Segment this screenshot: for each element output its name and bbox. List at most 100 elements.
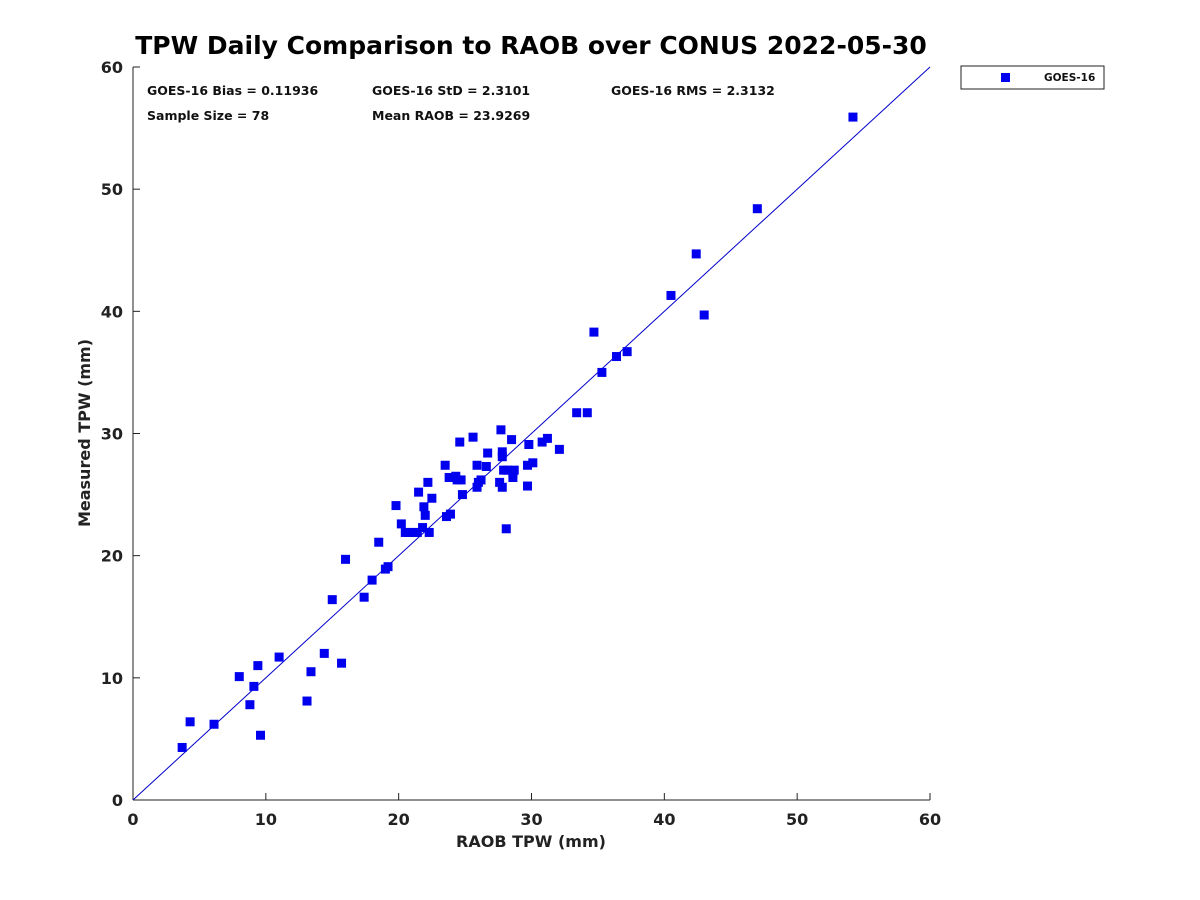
data-point <box>412 527 422 537</box>
data-point <box>337 658 347 668</box>
x-tick-label: 40 <box>653 810 675 829</box>
data-point <box>476 475 486 485</box>
data-point <box>359 592 369 602</box>
data-point <box>302 696 312 706</box>
data-point <box>256 730 266 740</box>
data-point <box>444 472 454 482</box>
data-point <box>572 408 582 418</box>
data-point <box>367 575 377 585</box>
data-point <box>523 481 533 491</box>
data-point <box>497 482 507 492</box>
y-tick-label: 30 <box>101 425 123 444</box>
data-point <box>306 667 316 677</box>
y-tick-label: 10 <box>101 669 123 688</box>
legend-marker-square <box>1001 73 1010 82</box>
data-point <box>234 672 244 682</box>
chart-title: TPW Daily Comparison to RAOB over CONUS … <box>135 31 927 60</box>
data-point <box>391 501 401 511</box>
data-point <box>440 460 450 470</box>
y-tick-label: 50 <box>101 180 123 199</box>
data-point <box>419 502 429 512</box>
data-point <box>481 461 491 471</box>
data-point <box>383 562 393 572</box>
data-point <box>508 472 518 482</box>
data-point <box>501 524 511 534</box>
data-point <box>496 425 506 435</box>
data-point <box>528 458 538 468</box>
data-point <box>185 717 195 727</box>
x-tick-label: 0 <box>127 810 138 829</box>
data-point <box>691 249 701 259</box>
data-point <box>537 437 547 447</box>
data-point <box>374 537 384 547</box>
data-point <box>245 700 255 710</box>
data-point <box>597 367 607 377</box>
data-point <box>542 433 552 443</box>
data-point <box>420 510 430 520</box>
bias-stat: GOES-16 Bias = 0.11936 <box>147 83 318 98</box>
data-point <box>554 444 564 454</box>
data-point <box>589 327 599 337</box>
data-point <box>341 554 351 564</box>
one-to-one-line <box>132 66 931 801</box>
rms-stat: GOES-16 RMS = 2.3132 <box>611 83 775 98</box>
data-point <box>177 742 187 752</box>
data-point <box>253 661 263 671</box>
x-tick-label: 20 <box>388 810 410 829</box>
plot-area: 0 10 20 30 40 50 60 0 10 20 30 40 50 60 <box>101 58 941 829</box>
data-point <box>495 477 505 487</box>
data-point <box>274 652 284 662</box>
data-point <box>445 509 455 519</box>
data-point <box>509 465 519 475</box>
data-points <box>177 112 858 752</box>
data-point <box>209 719 219 729</box>
data-point <box>249 681 259 691</box>
legend: GOES-16 <box>960 65 1105 90</box>
data-point <box>418 523 428 533</box>
data-point <box>423 477 433 487</box>
data-point <box>848 112 858 122</box>
x-tick-label: 10 <box>255 810 277 829</box>
data-point <box>582 408 592 418</box>
data-point <box>457 490 467 500</box>
data-point <box>472 482 482 492</box>
data-point <box>497 447 507 457</box>
data-point <box>456 475 466 485</box>
data-point <box>666 290 676 300</box>
std-stat: GOES-16 StD = 2.3101 <box>372 83 530 98</box>
sample-size-stat: Sample Size = 78 <box>147 108 269 123</box>
data-point <box>622 347 632 357</box>
data-point <box>524 439 534 449</box>
data-point <box>424 527 434 537</box>
y-tick-label: 40 <box>101 302 123 321</box>
data-point <box>752 204 762 214</box>
legend-box <box>960 65 1105 90</box>
data-point <box>427 493 437 503</box>
data-point <box>497 452 507 462</box>
data-point <box>612 352 622 362</box>
data-point <box>396 519 406 529</box>
data-point <box>699 310 709 320</box>
x-tick-label: 50 <box>786 810 808 829</box>
data-point <box>455 437 465 447</box>
y-tick-label: 20 <box>101 547 123 566</box>
data-point <box>472 460 482 470</box>
x-axis-label: RAOB TPW (mm) <box>456 832 606 851</box>
data-point <box>523 460 533 470</box>
y-axis-label: Measured TPW (mm) <box>75 339 94 527</box>
x-tick-label: 30 <box>520 810 542 829</box>
data-point <box>483 448 493 458</box>
y-tick-label: 0 <box>112 791 123 810</box>
data-point <box>507 435 517 445</box>
data-point <box>503 465 513 475</box>
data-point <box>468 432 478 442</box>
x-tick-label: 60 <box>919 810 941 829</box>
y-axis-ticks: 0 10 20 30 40 50 60 <box>101 58 140 810</box>
y-tick-label: 60 <box>101 58 123 77</box>
mean-raob-stat: Mean RAOB = 23.9269 <box>372 108 530 123</box>
data-point <box>414 487 424 497</box>
data-point <box>327 595 337 605</box>
x-axis-ticks: 0 10 20 30 40 50 60 <box>127 793 941 829</box>
data-point <box>319 648 329 658</box>
